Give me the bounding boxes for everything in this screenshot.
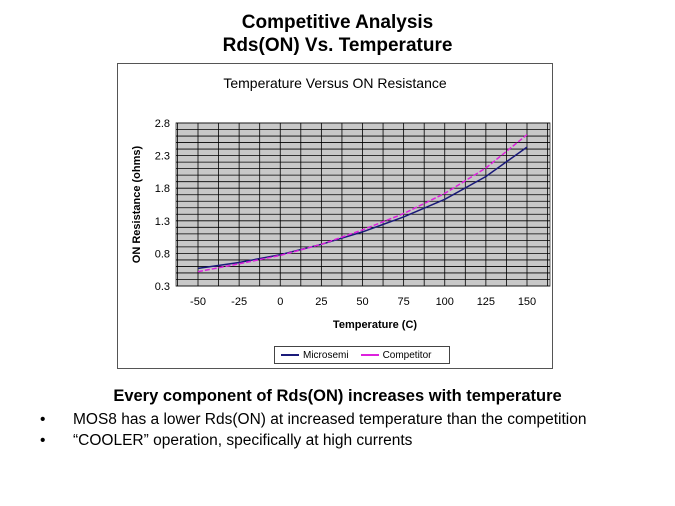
x-tick-label: 0 — [277, 296, 283, 308]
series-line-microsemi — [197, 146, 528, 270]
slide-subtitle: Rds(ON) Vs. Temperature — [222, 35, 453, 56]
bullet-text: “COOLER” operation, specifically at high… — [73, 432, 413, 449]
x-tick-label: 150 — [518, 296, 536, 308]
y-tick-label: 1.3 — [155, 216, 170, 228]
y-tick-label: 0.3 — [155, 281, 170, 293]
bullet-list: • MOS8 has a lower Rds(ON) at increased … — [40, 409, 640, 451]
line-chart: 0.3 0.8 1.3 1.8 2.3 2.8 -50 -25 0 25 50 75 100 125 150… — [131, 118, 551, 331]
bullet-icon: • — [40, 432, 46, 449]
chart-legend: Microsemi Competitor — [274, 346, 450, 364]
bullet-text: MOS8 has a lower Rds(ON) at increased te… — [73, 411, 587, 428]
chart-title: Temperature Versus ON Resistance — [223, 75, 447, 91]
chart-area: Temperature Versus ON Resistance 0.3 0.8 1… — [117, 63, 553, 369]
slide-title: Competitive Analysis — [241, 12, 434, 33]
legend-label-competitor: Competitor — [382, 349, 432, 361]
y-tick-label: 1.8 — [155, 183, 170, 195]
bullet-item: • MOS8 has a lower Rds(ON) at increased … — [40, 409, 640, 430]
bullet-icon: • — [40, 411, 46, 428]
legend-swatch-competitor — [360, 354, 379, 356]
legend-item-competitor: Competitor — [360, 349, 432, 361]
x-tick-label: -25 — [231, 296, 247, 308]
x-tick-label: 100 — [436, 296, 454, 308]
legend-item-microsemi: Microsemi — [281, 350, 349, 361]
series-line-competitor — [197, 134, 528, 273]
x-tick-label: 25 — [315, 296, 327, 308]
x-tick-label: -50 — [190, 296, 206, 308]
x-axis-label: Temperature (C) — [333, 319, 417, 331]
key-point-heading: Every component of Rds(ON) increases wit… — [113, 387, 562, 405]
y-axis-label: ON Resistance (ohms) — [131, 145, 143, 263]
legend-label-microsemi: Microsemi — [303, 349, 349, 361]
x-tick-label: 75 — [398, 296, 410, 308]
x-tick-label: 50 — [356, 296, 368, 308]
x-tick-label: 125 — [477, 296, 495, 308]
y-tick-label: 2.8 — [155, 118, 170, 130]
bullet-item: • “COOLER” operation, specifically at hi… — [40, 430, 640, 451]
legend-swatch-microsemi — [281, 354, 299, 356]
y-tick-label: 2.3 — [155, 151, 170, 163]
y-tick-label: 0.8 — [155, 248, 170, 260]
plot-background — [175, 122, 551, 287]
